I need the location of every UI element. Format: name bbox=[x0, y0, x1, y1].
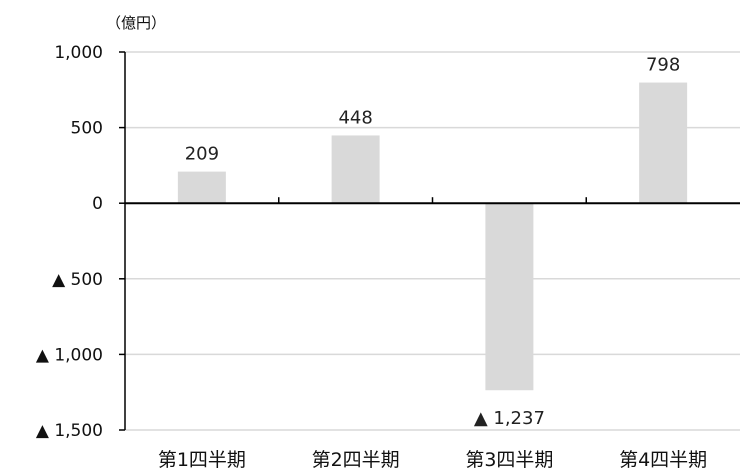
unit-label: （億円） bbox=[106, 14, 166, 32]
x-category-label: 第3四半期 bbox=[465, 449, 553, 471]
bar bbox=[331, 135, 380, 204]
y-tick-label: 1,000 bbox=[54, 43, 103, 63]
bars bbox=[177, 82, 688, 391]
y-tick-label: 0 bbox=[92, 194, 103, 214]
y-tick-label: ▲ 1,000 bbox=[36, 345, 103, 365]
x-category-label: 第1四半期 bbox=[158, 449, 246, 471]
gridlines bbox=[125, 51, 740, 431]
bar bbox=[639, 82, 688, 204]
x-category-label: 第2四半期 bbox=[312, 449, 400, 471]
y-tick-label: 500 bbox=[71, 119, 103, 139]
y-tick-label: ▲ 500 bbox=[52, 270, 103, 290]
bar bbox=[485, 203, 534, 391]
data-label: ▲ 1,237 bbox=[474, 408, 545, 429]
data-label: 448 bbox=[338, 107, 372, 128]
bar bbox=[177, 171, 226, 204]
data-label: 209 bbox=[185, 144, 219, 165]
axes bbox=[119, 51, 740, 431]
labels: （億円） 1,000 500 0 ▲ 500 ▲ 1,000 ▲ 1,500 209 第1四半… bbox=[36, 14, 707, 471]
x-category-label: 第4四半期 bbox=[619, 449, 707, 471]
data-label: 798 bbox=[646, 55, 680, 76]
y-tick-label: ▲ 1,500 bbox=[36, 421, 103, 441]
